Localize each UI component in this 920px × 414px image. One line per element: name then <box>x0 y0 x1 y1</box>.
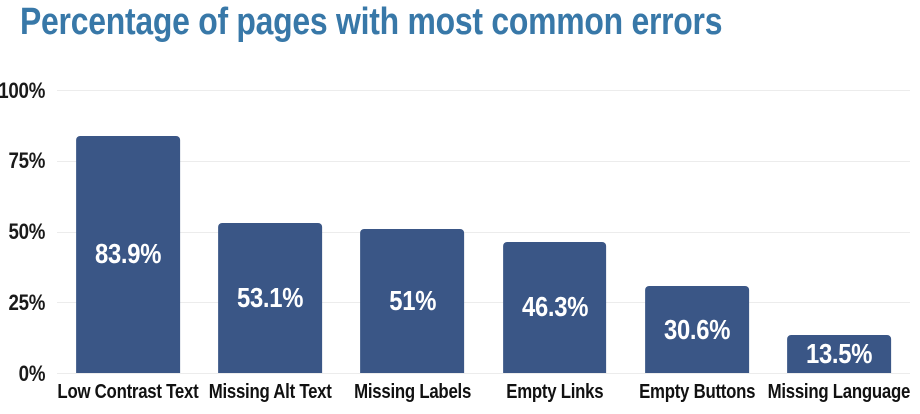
x-axis-category-label-text: Empty Links <box>506 381 604 403</box>
x-axis-category-label: Low Contrast Text <box>0 381 270 404</box>
y-axis-tick-label: 100% <box>0 77 45 103</box>
y-axis-tick-label: 75% <box>8 148 45 174</box>
x-axis-category-label-text: Missing Alt Text <box>208 381 332 403</box>
gridline: 75% <box>8 148 910 173</box>
y-axis-tick-label: 50% <box>8 219 45 244</box>
gridline: 50% <box>8 219 910 244</box>
bar: 46.3% <box>502 241 607 373</box>
bar: 83.9% <box>76 135 180 373</box>
bar-group: 13.5% Missing Language <box>768 90 910 403</box>
x-axis-category-label: Missing Language <box>697 381 920 404</box>
chart-title-text: Percentage of pages with most common err… <box>20 1 723 43</box>
gridline: 0% <box>18 361 910 386</box>
x-axis-category-label-text: Missing Labels <box>353 381 471 403</box>
bar: 30.6% <box>644 286 749 373</box>
x-axis-category-label: Empty Links <box>412 381 696 404</box>
y-axis-tick-label: 25% <box>8 289 45 315</box>
plot-area: 100% 75% 50% 25% 0% 83.9% Low Contrast Text 53.… <box>0 78 910 404</box>
bar-group: 53.1% Missing Alt Text <box>199 90 341 403</box>
x-axis-category-label: Missing Labels <box>270 381 554 404</box>
x-axis-category-label: Missing Alt Text <box>128 381 412 404</box>
gridline: 100% <box>0 78 910 103</box>
bar-value-label: 53.1% <box>237 281 304 313</box>
bar-value-label: 83.9% <box>94 238 162 270</box>
chart-title: Percentage of pages with most common err… <box>20 1 856 44</box>
x-axis-category-label-text: Empty Buttons <box>638 381 755 403</box>
bar-group: 30.6% Empty Buttons <box>626 90 768 403</box>
bar-value-label: 51% <box>388 284 436 316</box>
x-axis-category-label-text: Low Contrast Text <box>57 381 199 403</box>
bar: 53.1% <box>218 222 323 373</box>
bar-value-label: 13.5% <box>805 337 873 369</box>
bar-group: 51% Missing Labels <box>341 90 483 403</box>
x-axis-category-label-text: Missing Language <box>767 381 911 403</box>
bar: 51% <box>360 228 465 373</box>
y-axis-tick-label: 0% <box>18 360 45 386</box>
bar-value-label: 46.3% <box>521 291 588 323</box>
bar-value-label: 30.6% <box>663 313 730 345</box>
bar: 13.5% <box>787 334 891 373</box>
bar-group: 46.3% Empty Links <box>484 90 626 403</box>
gridline: 25% <box>8 290 910 315</box>
bar-group: 83.9% Low Contrast Text <box>57 90 199 403</box>
x-axis-category-label: Empty Buttons <box>555 381 839 404</box>
